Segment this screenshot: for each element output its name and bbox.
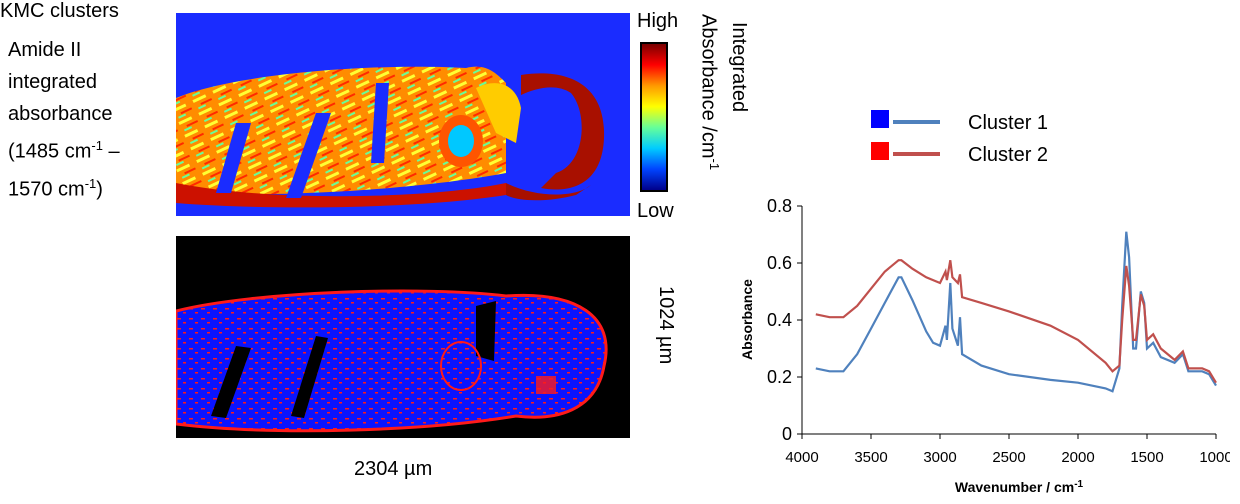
x-tick-label: 2500 [992,449,1025,466]
series-line-cluster-2 [815,259,1217,384]
amide-ii-heatmap [176,13,630,216]
y-tick-label: 0.6 [767,253,792,273]
x-axis-title: Wavenumber / cm-1 [955,479,1084,496]
amide-label-line4: (1485 cm-1 – [8,138,120,163]
amide-label-line1: Amide II [8,39,82,61]
y-axis: 0 0.2 0.4 0.6 0.8 [767,196,803,444]
x-tick-label: 3000 [923,449,956,466]
y-tick-label: 0.8 [767,196,792,216]
x-tick-label: 1000 [1199,449,1230,466]
cluster-tissue [176,291,607,431]
colorbar-high-label: High [637,10,679,32]
height-dimension-label: 1024 µm [655,286,677,365]
x-tick-label: 1500 [1130,449,1163,466]
y-tick-label: 0 [782,424,792,444]
colorbar-low-label: Low [637,200,674,222]
series-line-cluster-1 [815,231,1217,393]
amide-ii-label: Amide II integrated absorbance (1485 cm-… [8,34,178,205]
width-dimension-label: 2304 µm [354,458,433,480]
legend: Cluster 1 Cluster 2 [871,110,1048,166]
x-tick-label: 3500 [854,449,887,466]
legend-swatch-cluster-1 [871,110,889,128]
y-tick-label: 0.4 [767,310,792,330]
x-tick-label: 4000 [785,449,818,466]
legend-label-cluster-1: Cluster 1 [968,112,1048,134]
amide-label-line5: 1570 cm-1) [8,175,103,201]
amide-label-line3: absorbance [8,103,113,125]
y-axis-title: Absorbance [739,279,755,360]
spectrum-chart: Cluster 1 Cluster 2 0 0.2 0.4 0.6 0.8 4000 350… [739,110,1230,496]
x-tick-label: 2000 [1061,449,1094,466]
legend-swatch-cluster-2 [871,142,889,160]
colorbar-title-line2: Absorbance /cm-1 [697,14,722,171]
x-axis: 4000 3500 3000 2500 2000 1500 1000 [785,433,1230,466]
tissue-region-right [521,73,605,190]
tissue-region-left [176,66,506,195]
kmc-cluster-map [176,236,630,438]
legend-label-cluster-2: Cluster 2 [968,144,1048,166]
series-group [815,231,1217,393]
colorbar-title-line1: Integrated [728,22,750,113]
colorbar [640,42,668,192]
amide-label-line2: integrated [8,71,97,93]
y-tick-label: 0.2 [767,367,792,387]
kmc-clusters-label: KMC clusters [0,0,119,22]
